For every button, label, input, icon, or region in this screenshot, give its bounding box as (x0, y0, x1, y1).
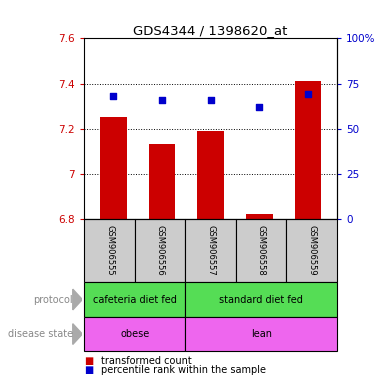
Text: cafeteria diet fed: cafeteria diet fed (93, 295, 177, 305)
Text: GSM906555: GSM906555 (105, 225, 114, 276)
Bar (149, 144, 175, 219)
Text: ■: ■ (84, 356, 93, 366)
Bar (84, 219, 135, 282)
Text: percentile rank within the sample: percentile rank within the sample (101, 365, 267, 375)
Bar (295, 81, 321, 219)
Bar (185, 219, 236, 282)
Point (159, 97, 165, 103)
Text: disease state: disease state (8, 329, 73, 339)
Bar (286, 219, 337, 282)
Text: standard diet fed: standard diet fed (219, 295, 303, 305)
Text: ■: ■ (84, 365, 93, 375)
Text: GSM906558: GSM906558 (257, 225, 266, 276)
Bar (185, 282, 337, 317)
Bar (197, 131, 224, 219)
Point (256, 104, 262, 110)
Bar (236, 219, 286, 282)
Title: GDS4344 / 1398620_at: GDS4344 / 1398620_at (133, 24, 288, 37)
Bar (100, 118, 127, 219)
Point (305, 91, 311, 98)
Point (110, 93, 116, 99)
Text: GSM906557: GSM906557 (206, 225, 215, 276)
Bar (185, 317, 337, 351)
Text: protocol: protocol (33, 295, 73, 305)
Text: GSM906556: GSM906556 (155, 225, 165, 276)
Bar (135, 219, 185, 282)
Polygon shape (73, 324, 82, 344)
Text: GSM906559: GSM906559 (307, 225, 316, 276)
Point (208, 97, 214, 103)
Text: lean: lean (251, 329, 272, 339)
Text: transformed count: transformed count (101, 356, 192, 366)
Bar (84, 282, 185, 317)
Bar (84, 317, 185, 351)
Bar (246, 214, 273, 219)
Text: obese: obese (120, 329, 149, 339)
Polygon shape (73, 289, 82, 310)
